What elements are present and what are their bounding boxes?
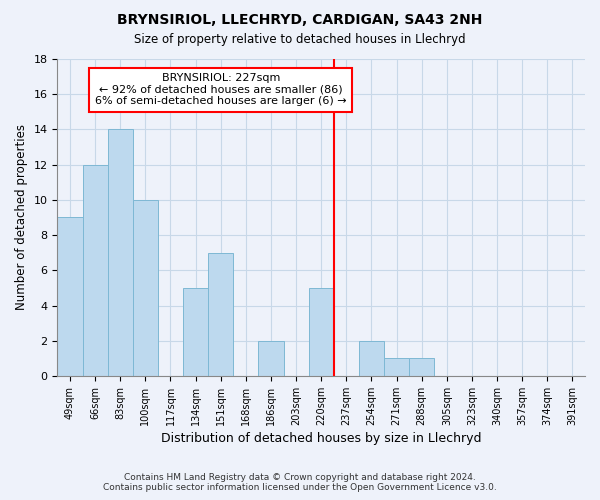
Y-axis label: Number of detached properties: Number of detached properties [15, 124, 28, 310]
Bar [83, 164, 107, 376]
Bar [359, 340, 384, 376]
Bar [133, 200, 158, 376]
Bar [107, 130, 133, 376]
Text: Size of property relative to detached houses in Llechryd: Size of property relative to detached ho… [134, 32, 466, 46]
Bar [409, 358, 434, 376]
X-axis label: Distribution of detached houses by size in Llechryd: Distribution of detached houses by size … [161, 432, 481, 445]
Text: BRYNSIRIOL: 227sqm
← 92% of detached houses are smaller (86)
6% of semi-detached: BRYNSIRIOL: 227sqm ← 92% of detached hou… [95, 73, 347, 106]
Bar [384, 358, 409, 376]
Bar [183, 288, 208, 376]
Bar [259, 340, 284, 376]
Bar [308, 288, 334, 376]
Text: Contains HM Land Registry data © Crown copyright and database right 2024.
Contai: Contains HM Land Registry data © Crown c… [103, 473, 497, 492]
Bar [58, 218, 83, 376]
Text: BRYNSIRIOL, LLECHRYD, CARDIGAN, SA43 2NH: BRYNSIRIOL, LLECHRYD, CARDIGAN, SA43 2NH [118, 12, 482, 26]
Bar [208, 252, 233, 376]
